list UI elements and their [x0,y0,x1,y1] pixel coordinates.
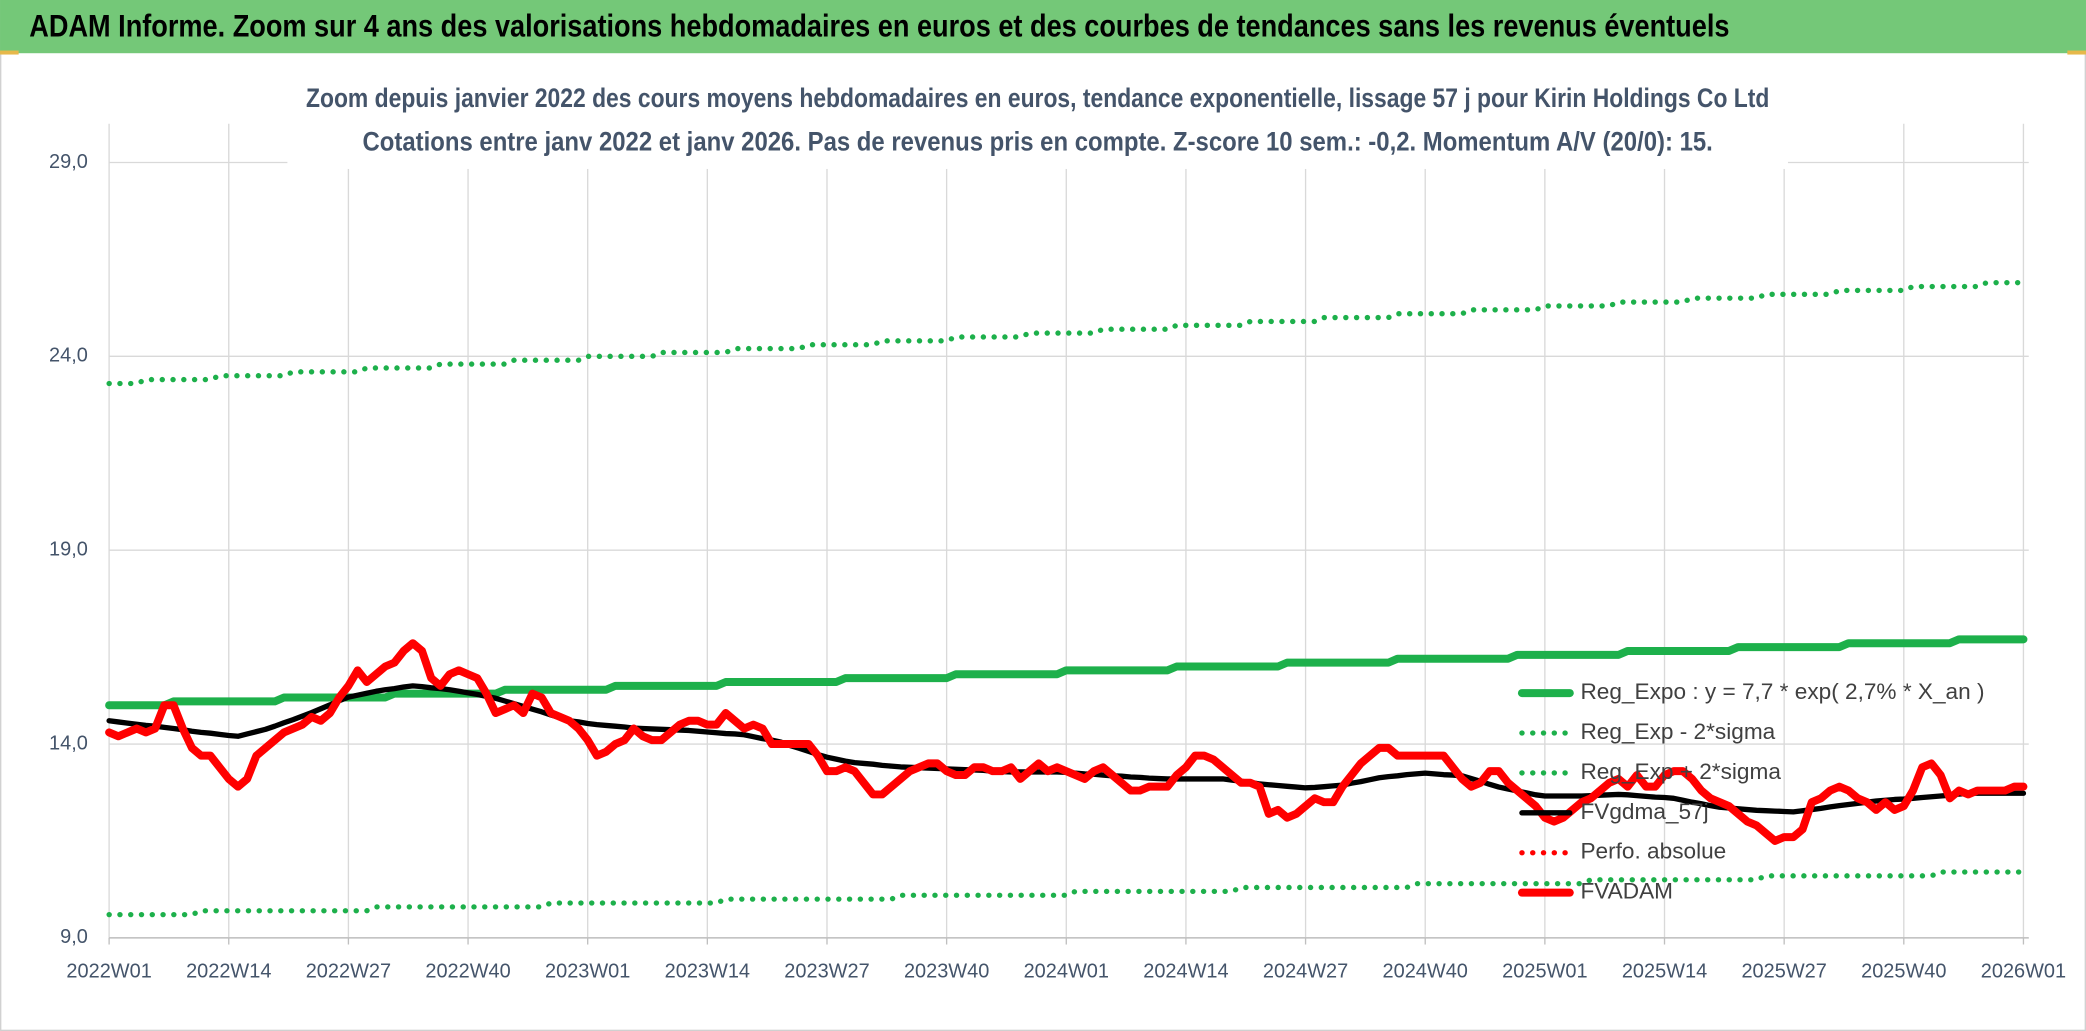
series-line [106,280,2027,387]
x-tick-label: 2025W40 [1861,961,1946,983]
legend-label: Perfo. absolue [1580,839,1726,864]
title-box [287,75,1788,169]
x-tick-label: 2025W14 [1622,961,1707,983]
x-tick-label: 2024W27 [1263,961,1348,983]
legend-label: Reg_Exp + 2*sigma [1580,759,1781,784]
x-tick-label: 2024W01 [1024,961,1109,983]
chart-subtitle: Cotations entre janv 2022 et janv 2026. … [363,127,1713,157]
y-tick-label: 29,0 [49,151,88,173]
y-tick-label: 9,0 [60,926,88,948]
x-tick-label: 2024W14 [1143,961,1228,983]
legend-label: Reg_Exp - 2*sigma [1580,719,1775,744]
x-tick-label: 2022W01 [66,961,151,983]
legend-label: FVgdma_57j [1580,799,1708,824]
x-tick-label: 2022W40 [425,961,510,983]
header-title: ADAM Informe. Zoom sur 4 ans des valoris… [29,7,1729,43]
x-tick-label: 2023W01 [545,961,630,983]
header-corner [0,50,19,55]
x-tick-label: 2023W14 [665,961,750,983]
y-tick-label: 24,0 [49,345,88,367]
x-tick-label: 2024W40 [1383,961,1468,983]
x-tick-label: 2025W27 [1741,961,1826,983]
legend-label: FVADAM [1580,879,1673,904]
y-tick-label: 19,0 [49,538,88,560]
plot [105,280,2028,918]
chart-title: Zoom depuis janvier 2022 des cours moyen… [306,83,1769,113]
x-tick-label: 2022W27 [306,961,391,983]
x-tick-label: 2023W40 [904,961,989,983]
series-line [105,635,2028,710]
header-corner [2067,50,2086,55]
x-tick-label: 2023W27 [784,961,869,983]
y-tick-label: 14,0 [49,732,88,754]
x-tick-label: 2026W01 [1981,961,2066,983]
grid: 9,0 14,0 19,0 24,0 29,0 2022W01 2022W14 2022W27… [49,123,2066,983]
header-bar [0,0,2086,54]
x-tick-label: 2025W01 [1502,961,1587,983]
series-line [106,869,2027,918]
legend-label: Reg_Expo : y = 7,7 * exp( 2,7% * X_an ) [1580,679,1984,704]
x-tick-label: 2022W14 [186,961,271,983]
legend: Reg_Expo : y = 7,7 * exp( 2,7% * X_an ) R… [1517,679,1985,904]
series-line [105,639,2028,845]
